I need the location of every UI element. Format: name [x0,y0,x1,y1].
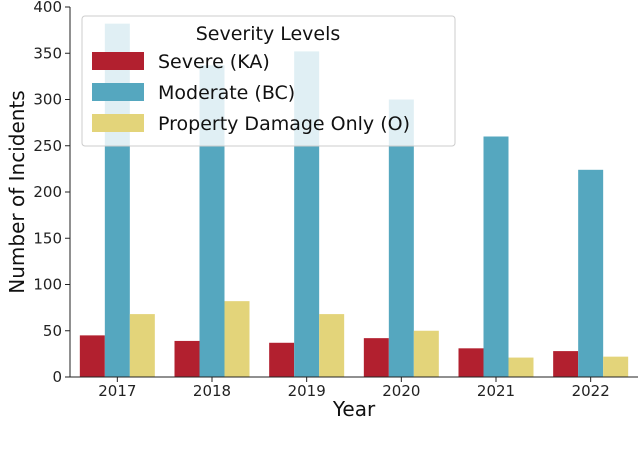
bar-property-damage-only-o-2021 [508,357,534,377]
y-ticks: 0 50 100 150 200 250 300 350 400 [33,0,70,386]
y-tick-label: 100 [33,276,62,294]
legend-label: Property Damage Only (O) [158,113,410,135]
y-tick-label: 250 [33,137,62,155]
bar-severe-ka-2021 [458,348,484,377]
bar-severe-ka-2019 [269,342,295,377]
legend-box [81,15,456,147]
y-tick-label: 300 [33,91,62,109]
bar-severe-ka-2020 [363,338,389,377]
bar-property-damage-only-o-2017 [129,314,155,377]
bar-severe-ka-2017 [79,335,105,377]
y-tick-label: 50 [43,322,62,340]
x-tick-label: 2019 [288,382,326,400]
legend-swatch [92,83,144,101]
y-tick-label: 400 [33,0,62,16]
x-axis-title: Year [332,397,376,421]
bar-property-damage-only-o-2018 [224,301,250,377]
axes: 0 50 100 150 200 250 300 350 400 2017 2018 2019 202… [33,0,638,400]
legend-swatch [92,114,144,132]
y-tick-label: 200 [33,183,62,201]
y-axis-title: Number of Incidents [5,90,29,293]
legend: Severity Levels Severe (KA) Moderate (BC)… [81,15,456,147]
x-tick-label: 2021 [477,382,515,400]
legend-label: Severe (KA) [158,51,270,73]
legend-swatch [92,52,144,70]
y-tick-label: 150 [33,229,62,247]
x-tick-label: 2017 [98,382,136,400]
bar-moderate-bc-2021 [483,136,509,377]
legend-label: Moderate (BC) [158,82,295,104]
bar-severe-ka-2022 [553,351,579,377]
y-tick-label: 0 [52,368,62,386]
bar-property-damage-only-o-2019 [319,314,345,377]
x-tick-label: 2020 [382,382,420,400]
bar-severe-ka-2018 [174,340,200,377]
x-ticks: 2017 2018 2019 2020 2021 2022 [98,377,610,400]
x-tick-label: 2022 [572,382,610,400]
legend-title: Severity Levels [196,23,341,45]
legend-entries: Severe (KA) Moderate (BC) Property Damage … [92,51,410,135]
y-tick-label: 350 [33,44,62,62]
bar-property-damage-only-o-2020 [413,330,439,377]
bar-property-damage-only-o-2022 [603,356,629,377]
bar-moderate-bc-2022 [578,169,604,377]
x-tick-label: 2018 [193,382,231,400]
